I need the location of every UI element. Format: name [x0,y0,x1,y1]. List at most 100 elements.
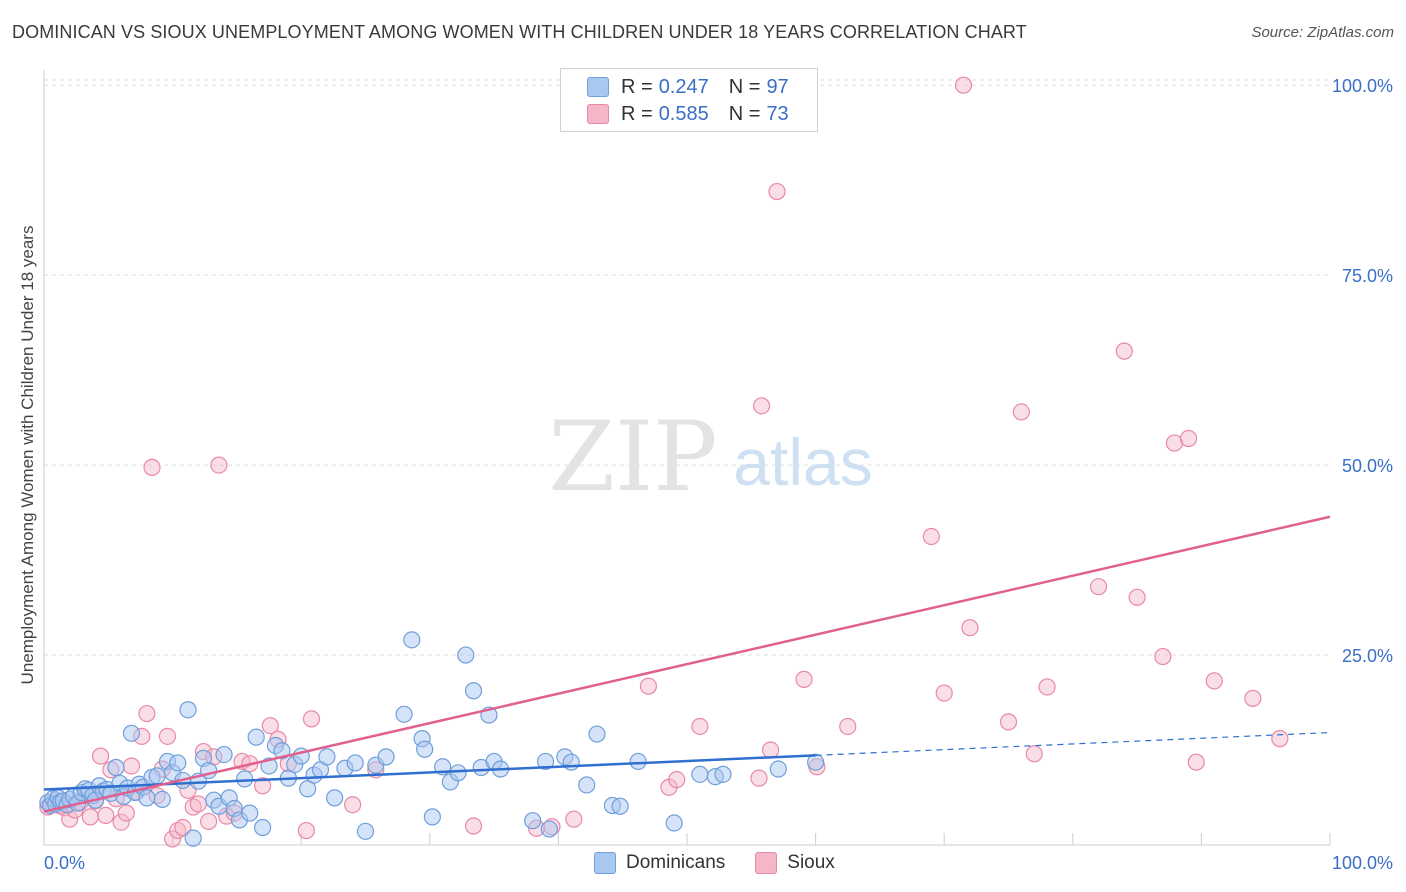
dominicans-point [356,822,375,840]
sioux-point [1115,342,1133,360]
legend-r-value: 0.585 [658,102,709,125]
legend-swatch-dominicans [587,77,609,97]
dominicans-point [806,753,825,771]
sioux-point [639,677,658,695]
legend-label-dominicans: Dominicans [626,852,726,873]
series-legend: Dominicans Sioux [594,852,865,874]
legend-n-label: N = [728,102,761,125]
sioux-point [1128,588,1146,606]
sioux-trend-line [43,515,1331,813]
axes [43,70,1331,846]
sioux-point [464,817,483,835]
dominicans-point [241,804,259,822]
y-tick-label: 50.0% [1342,456,1393,476]
dominicans-point [562,753,580,771]
dominicans-point [138,789,156,807]
dominicans-point [457,646,475,664]
sioux-point [254,777,272,795]
sioux-point [97,806,115,824]
dominicans-point [464,682,483,700]
dominicans-point [665,814,683,832]
sioux-point [158,727,177,745]
sioux-point [565,810,583,828]
sioux-point [795,670,813,688]
sioux-point [1271,730,1289,748]
sioux-point [169,821,187,840]
y-tick-label: 75.0% [1342,266,1393,286]
dominicans-point [524,812,542,830]
dominicans-point [536,752,555,771]
dominicans-point [254,818,272,837]
sioux-point [668,771,686,789]
dominicans-point [588,725,606,743]
legend-item-dominicans[interactable]: Dominicans [594,852,725,874]
sioux-point [1038,678,1056,696]
tick-labels: 25.0% 50.0% 75.0% 100.0% 0.0% 100.0% [44,76,1393,873]
dominicans-point [122,724,141,742]
sioux-point [184,798,202,816]
dominicans-point [416,740,434,758]
legend-r-value: 0.247 [658,75,709,98]
sioux-point [999,713,1018,731]
sioux-point [189,795,207,813]
sioux-point [922,527,940,546]
sioux-point [297,821,315,840]
legend-item-sioux[interactable]: Sioux [755,852,835,874]
sioux-point [174,818,192,837]
y-axis-title: Unemployment Among Women with Children U… [18,225,37,685]
dominicans-point [169,754,187,772]
dominicans-trend-extension [815,731,1331,756]
dominicans-point [629,752,647,771]
watermark-atlas: atlas [733,425,872,499]
sioux-point [752,397,771,415]
sioux-point [200,812,218,831]
legend-r-label: R = [621,75,653,98]
legend-row-dominicans: R = 0.247 N = 97 [587,73,789,101]
sioux-point [117,804,135,822]
sioux-point [954,76,973,94]
dominicans-point [247,728,265,746]
dominicans-point [578,776,596,794]
dominicans-point [236,770,254,788]
correlation-legend: R = 0.247 N = 97 R = 0.585 N = 73 [560,68,818,132]
legend-swatch-sioux [755,852,778,874]
sioux-point [839,717,857,736]
sioux-point [761,741,780,759]
dominicans-point [449,764,467,782]
dominicans-point [346,754,364,772]
dominicans-point [184,829,202,847]
y-tick-label: 100.0% [1332,76,1393,96]
dominicans-point [179,701,197,719]
dominicans-trend-line [43,754,816,791]
sioux-point [1244,689,1262,707]
dominicans-point [540,820,558,838]
dominicans-point [611,797,629,815]
dominicans-point [377,748,395,766]
y-tick-label: 25.0% [1342,646,1393,666]
sioux-point [1187,753,1205,771]
legend-n-value: 73 [766,102,789,125]
dominicans-point [153,790,171,809]
watermark: ZIP atlas [548,401,872,513]
dominicans-point [273,742,291,760]
legend-label-sioux: Sioux [787,852,835,873]
sioux-point [1179,429,1198,448]
dominicans-point [107,758,125,777]
sioux-point [935,684,953,702]
dominicans-point [714,765,732,783]
legend-swatch-sioux [587,104,609,124]
dominicans-point [326,789,344,807]
sioux-point [1025,745,1043,763]
sioux-point [961,619,979,637]
dominicans-point [148,767,166,785]
sioux-point [344,796,362,814]
dominicans-point [215,745,233,764]
sioux-point [1154,647,1172,666]
chart-title: DOMINICAN VS SIOUX UNEMPLOYMENT AMONG WO… [12,22,1027,42]
sioux-point [210,456,228,474]
legend-n-label: N = [728,75,761,98]
sioux-point [112,813,130,831]
sioux-point [768,182,786,201]
sioux-point [750,769,768,787]
